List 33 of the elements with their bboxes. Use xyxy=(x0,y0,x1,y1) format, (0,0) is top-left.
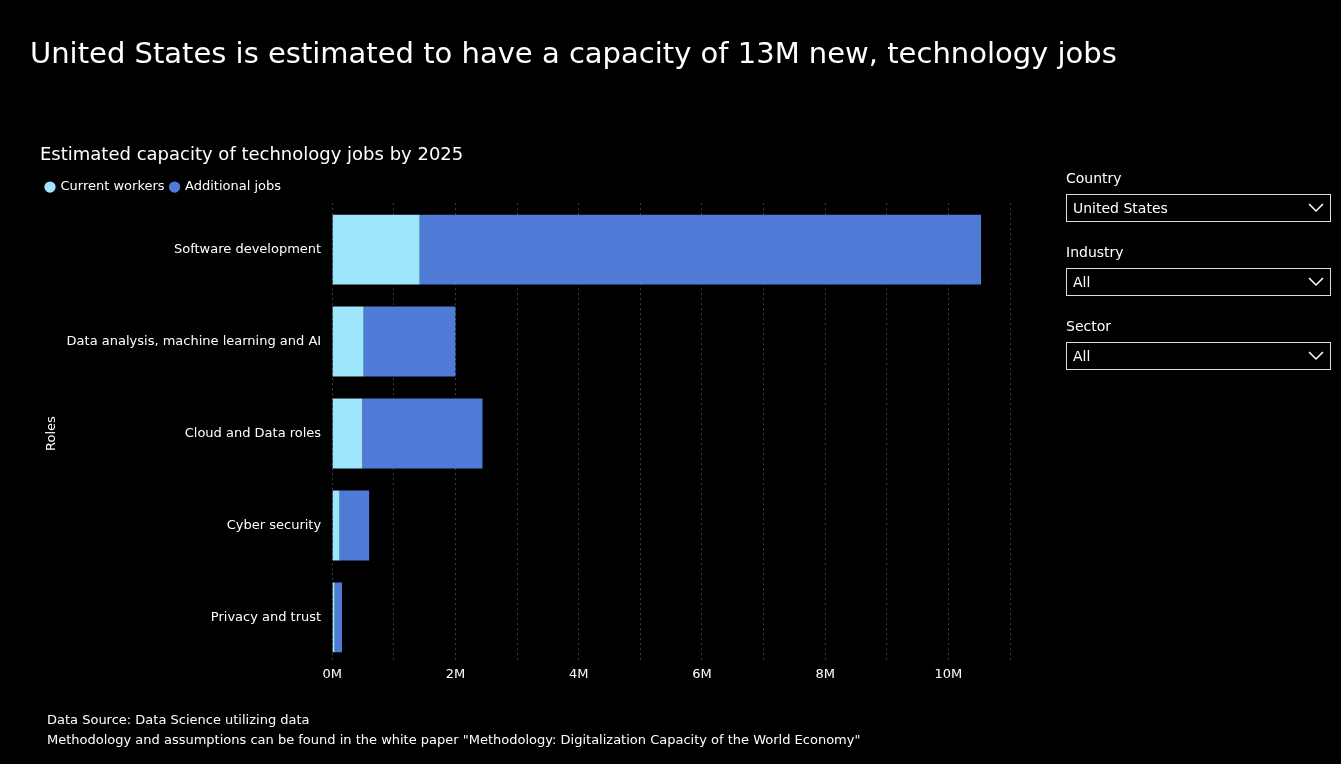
text: Country xyxy=(1066,170,1123,186)
y-tick-label: Privacy and trust xyxy=(210,608,322,624)
x-tick-label: 4M xyxy=(568,665,589,681)
x-tick-label: 6M xyxy=(692,665,712,681)
x-tick-label: 2M xyxy=(445,665,466,681)
text: United States xyxy=(1073,200,1168,216)
text: All xyxy=(1073,348,1091,364)
text: Sector xyxy=(1066,318,1112,334)
y-tick-label: Data analysis, machine learning and AI xyxy=(66,332,322,348)
text: All xyxy=(1073,274,1091,290)
x-tick-label: 8M xyxy=(815,665,835,681)
y-tick-label: Cyber security xyxy=(226,516,322,532)
text: Industry xyxy=(1066,244,1125,260)
chart-subtitle: Estimated capacity of technology jobs by 2025 xyxy=(40,143,464,165)
legend-label: Additional jobs xyxy=(185,178,282,194)
y-axis-title: Roles xyxy=(43,415,59,451)
bar xyxy=(362,398,483,469)
bar xyxy=(332,306,364,377)
y-tick-label: Software development xyxy=(173,240,322,256)
bar xyxy=(332,398,363,469)
bar xyxy=(339,490,370,561)
legend-label: Current workers xyxy=(60,178,165,194)
bar xyxy=(334,582,343,653)
text: Methodology and assumptions can be found in the white paper "Methodology: Digitalization Capacity of the World Economy" xyxy=(47,731,861,749)
x-tick-label: 0M xyxy=(322,665,342,681)
bar xyxy=(332,490,340,561)
chart-title: United States is estimated to have a capacity of 13M new, technology jobs xyxy=(30,36,1117,70)
y-tick-label: Cloud and Data roles xyxy=(184,424,322,440)
bar xyxy=(419,214,982,285)
bar xyxy=(363,306,456,377)
x-tick-label: 10M xyxy=(934,665,963,681)
source-note: Data Source: Data Science utilizing data xyxy=(47,711,311,729)
bar xyxy=(332,214,420,285)
